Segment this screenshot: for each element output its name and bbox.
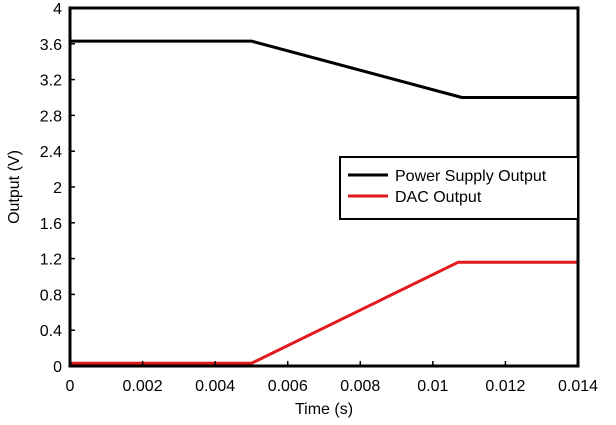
y-tick-label: 0.4 xyxy=(40,323,62,340)
x-tick-label: 0 xyxy=(66,378,75,395)
series-line-power-supply xyxy=(70,39,578,99)
y-axis-label: Output (V) xyxy=(6,150,23,224)
y-tick-label: 2.8 xyxy=(40,108,62,125)
x-tick-label: 0.01 xyxy=(417,378,448,395)
y-tick-label: 4 xyxy=(53,1,62,18)
legend-label-dac: DAC Output xyxy=(395,189,482,206)
y-tick-label: 1.2 xyxy=(40,252,62,269)
y-tick-label: 0 xyxy=(53,359,62,376)
x-tick-label: 0.006 xyxy=(268,378,308,395)
x-tick-label: 0.002 xyxy=(123,378,163,395)
x-tick-label: 0.008 xyxy=(340,378,380,395)
series-line-dac xyxy=(70,260,578,365)
legend: Power Supply Output DAC Output xyxy=(339,156,579,220)
y-tick-label: 3.6 xyxy=(40,37,62,54)
ticks-layer: 0 0.002 0.004 0.006 0.008 0.01 0.012 0.014 0 0.4 0… xyxy=(40,1,598,395)
legend-label-power-supply: Power Supply Output xyxy=(395,168,547,185)
series-layer xyxy=(70,39,578,365)
legend-box xyxy=(339,156,579,220)
x-tick-label: 0.004 xyxy=(195,378,235,395)
y-tick-label: 2 xyxy=(53,180,62,197)
y-tick-label: 1.6 xyxy=(40,216,62,233)
x-tick-label: 0.014 xyxy=(558,378,598,395)
y-tick-label: 2.4 xyxy=(40,144,62,161)
y-tick-label: 0.8 xyxy=(40,287,62,304)
x-tick-label: 0.012 xyxy=(485,378,525,395)
y-tick-label: 3.2 xyxy=(40,73,62,90)
x-axis-label: Time (s) xyxy=(295,401,353,418)
